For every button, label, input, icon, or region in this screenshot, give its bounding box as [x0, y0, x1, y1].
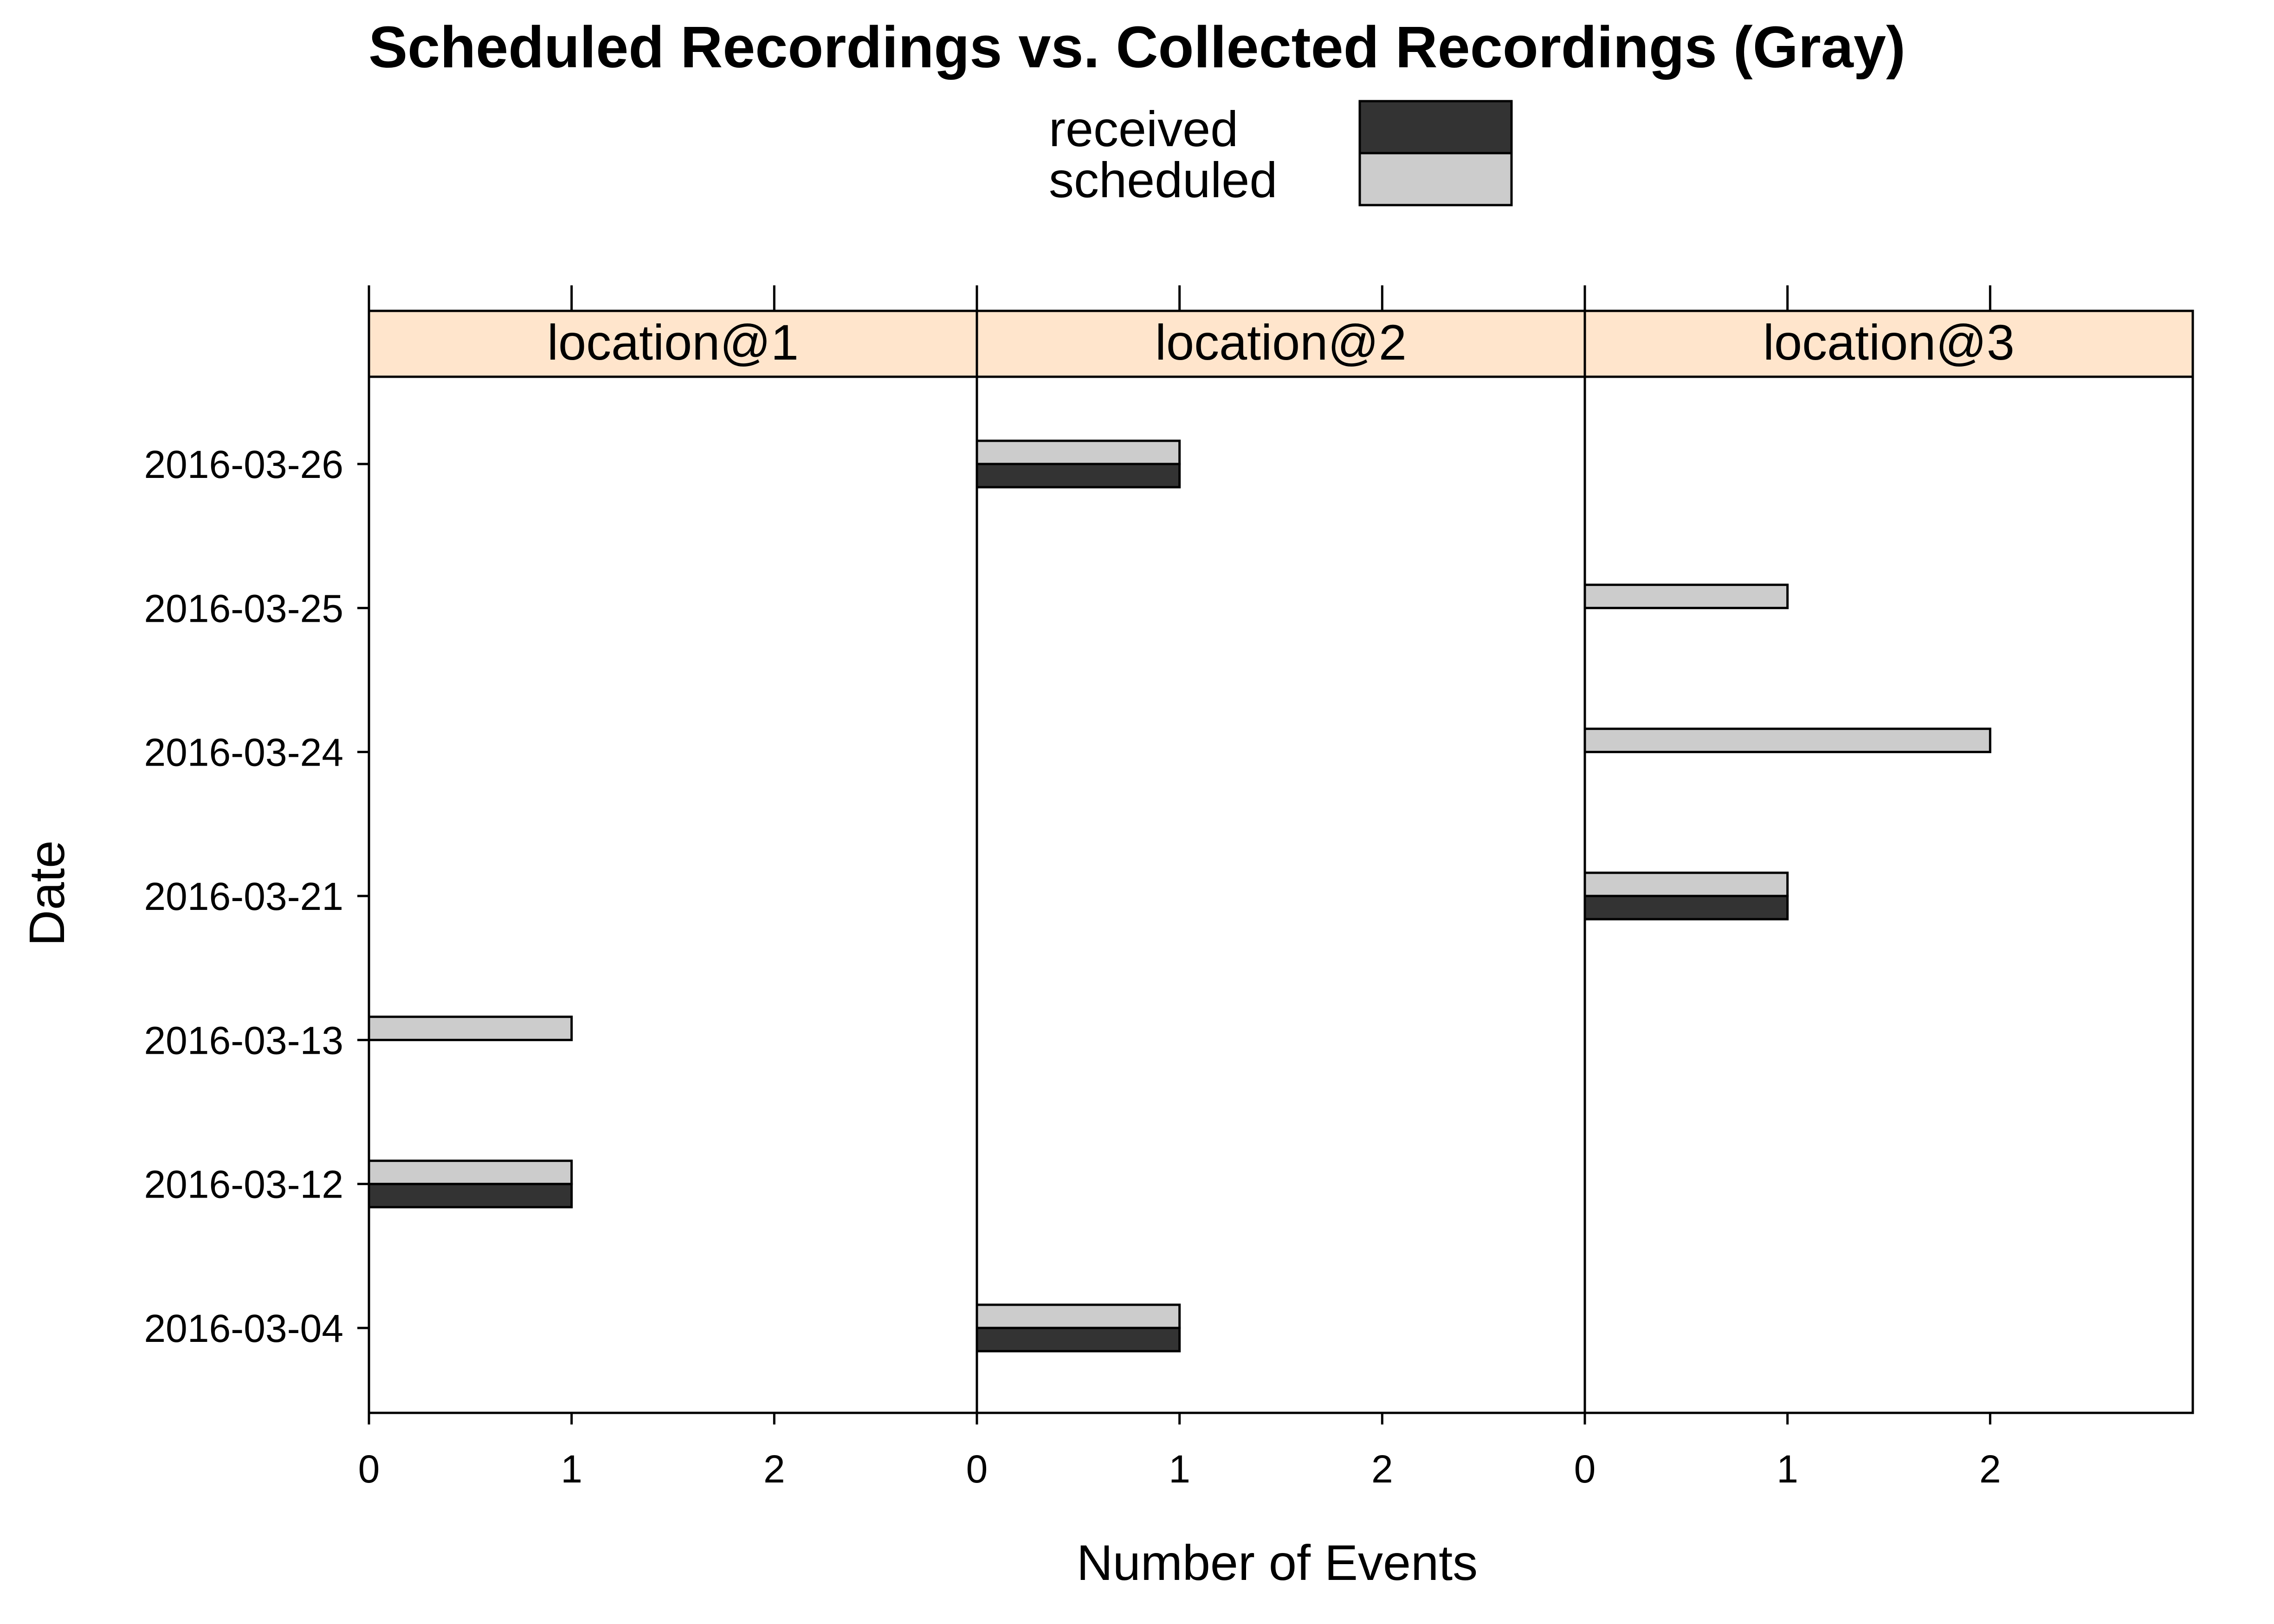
- x-tick-label: 0: [966, 1447, 988, 1491]
- bar-received-2016-03-04: [975, 1327, 1181, 1353]
- panel-3: location@3 0 1 2: [1574, 285, 2194, 1491]
- bar-received-2016-03-26: [975, 463, 1181, 489]
- bar-scheduled-2016-03-26: [975, 439, 1181, 465]
- x-tick-label: 2: [1371, 1447, 1393, 1491]
- x-tick-label: 2: [763, 1447, 785, 1491]
- bar-received-2016-03-21: [1583, 895, 1789, 921]
- strip: [368, 309, 978, 378]
- panel-frame: [368, 309, 978, 1414]
- y-axis-label: Date: [19, 840, 75, 946]
- legend-swatch-received: [1358, 100, 1513, 155]
- x-axis-label: Number of Events: [1077, 1534, 1478, 1591]
- panels: location@1 0 1 2 location@2 0 1 2 location@3 0 1 2: [358, 285, 2194, 1491]
- bar-scheduled-2016-03-21: [1583, 871, 1789, 897]
- strip-label: location@1: [547, 314, 799, 370]
- bar-scheduled-2016-03-13: [368, 1015, 573, 1041]
- x-tick-label: 1: [1777, 1447, 1798, 1491]
- panel-1: location@1 0 1 2: [358, 285, 978, 1491]
- y-tick-label: 2016-03-21: [144, 875, 343, 918]
- panel-frame: [1583, 309, 2194, 1414]
- legend-label-scheduled: scheduled: [1049, 152, 1277, 208]
- bar-scheduled-2016-03-24: [1583, 728, 1991, 754]
- y-tick-label: 2016-03-24: [144, 731, 343, 774]
- x-tick-label: 0: [358, 1447, 380, 1491]
- panel-frame: [975, 309, 1586, 1414]
- x-tick-label: 1: [1169, 1447, 1190, 1491]
- x-tick-label: 1: [561, 1447, 582, 1491]
- panel-2: location@2 0 1 2: [966, 285, 1586, 1491]
- bar-scheduled-2016-03-04: [975, 1303, 1181, 1329]
- strip-label: location@2: [1155, 314, 1407, 370]
- x-tick-label: 0: [1574, 1447, 1596, 1491]
- y-tick-label: 2016-03-25: [144, 586, 343, 630]
- chart-title: Scheduled Recordings vs. Collected Recor…: [368, 14, 1906, 80]
- y-tick-label: 2016-03-26: [144, 443, 343, 486]
- bar-received-2016-03-12: [368, 1183, 573, 1209]
- strip-label: location@3: [1763, 314, 2015, 370]
- bar-scheduled-2016-03-12: [368, 1160, 573, 1186]
- legend: received scheduled: [1049, 100, 1513, 208]
- bar-scheduled-2016-03-25: [1583, 583, 1789, 609]
- y-tick-label: 2016-03-13: [144, 1018, 343, 1062]
- strip: [1583, 309, 2194, 378]
- y-axis: 2016-03-26 2016-03-25 2016-03-24 2016-03-21…: [144, 443, 369, 1350]
- legend-swatch-scheduled: [1358, 152, 1513, 206]
- y-tick-label: 2016-03-12: [144, 1163, 343, 1206]
- legend-label-received: received: [1049, 101, 1238, 157]
- y-tick-label: 2016-03-04: [144, 1307, 343, 1350]
- x-tick-label: 2: [1979, 1447, 2001, 1491]
